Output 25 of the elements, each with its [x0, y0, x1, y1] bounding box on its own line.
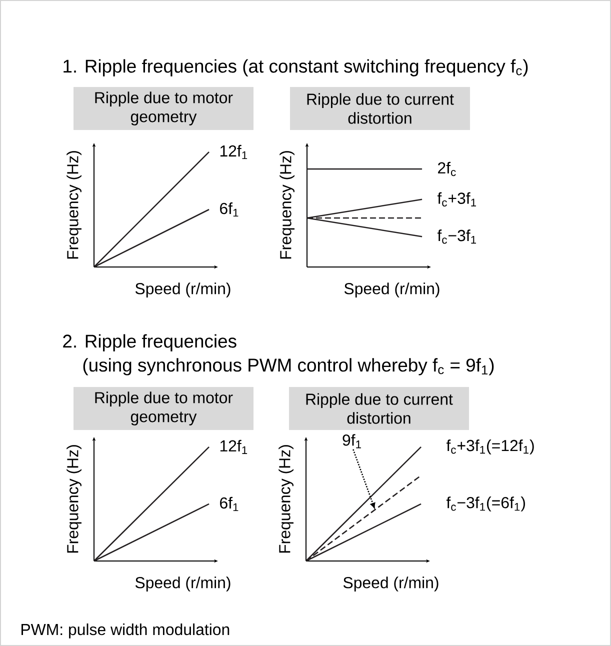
series-label: f$_{c}$−3f$_{1}$: [437, 230, 476, 244]
series-label: f$_{c}$+3f$_{1}$: [437, 192, 476, 206]
chart-subtitle: Ripple due to current distortion: [306, 393, 453, 424]
chart-title: 1. Ripple frequencies (at constant switching frequency f$_{c}$): [64, 59, 528, 76]
text: PWM: pulse width modulation: [22, 623, 230, 638]
y-axis-title: Frequency (Hz): [280, 151, 294, 259]
x-axis-title: Speed (r/min): [135, 282, 230, 298]
x-axis-title: Speed (r/min): [135, 576, 230, 592]
chart-subtitle: Ripple due to motor geometry: [95, 392, 233, 426]
text: 9f$_{1}$: [342, 434, 361, 448]
series-label: 12f$_{1}$: [220, 144, 248, 160]
series-label: 6f$_{1}$: [220, 202, 238, 217]
y-axis-title: Frequency (Hz): [66, 151, 82, 259]
series-label: f$_{c}$+3f$_{1}$(=12f$_{1}$): [446, 440, 534, 454]
chart-title: 2. Ripple frequencies (using synchronous PWM control whereby f$_{c}$ = 9f$_{1}$): [63, 334, 494, 376]
x-axis-title: Speed (r/min): [343, 576, 438, 592]
chart-subtitle: Ripple due to motor geometry: [95, 92, 233, 126]
y-axis-title: Frequency (Hz): [278, 445, 294, 553]
series-label: 2f$_{c}$: [438, 162, 456, 176]
series-label: 12f$_{1}$: [220, 440, 248, 454]
series-label: 6f$_{1}$: [220, 496, 238, 512]
series-label: f$_{c}$−3f$_{1}$(=6f$_{1}$): [446, 496, 525, 512]
x-axis-title: Speed (r/min): [344, 282, 440, 298]
y-axis-title: Frequency (Hz): [66, 445, 82, 553]
chart-subtitle: Ripple due to current distortion: [307, 93, 454, 124]
